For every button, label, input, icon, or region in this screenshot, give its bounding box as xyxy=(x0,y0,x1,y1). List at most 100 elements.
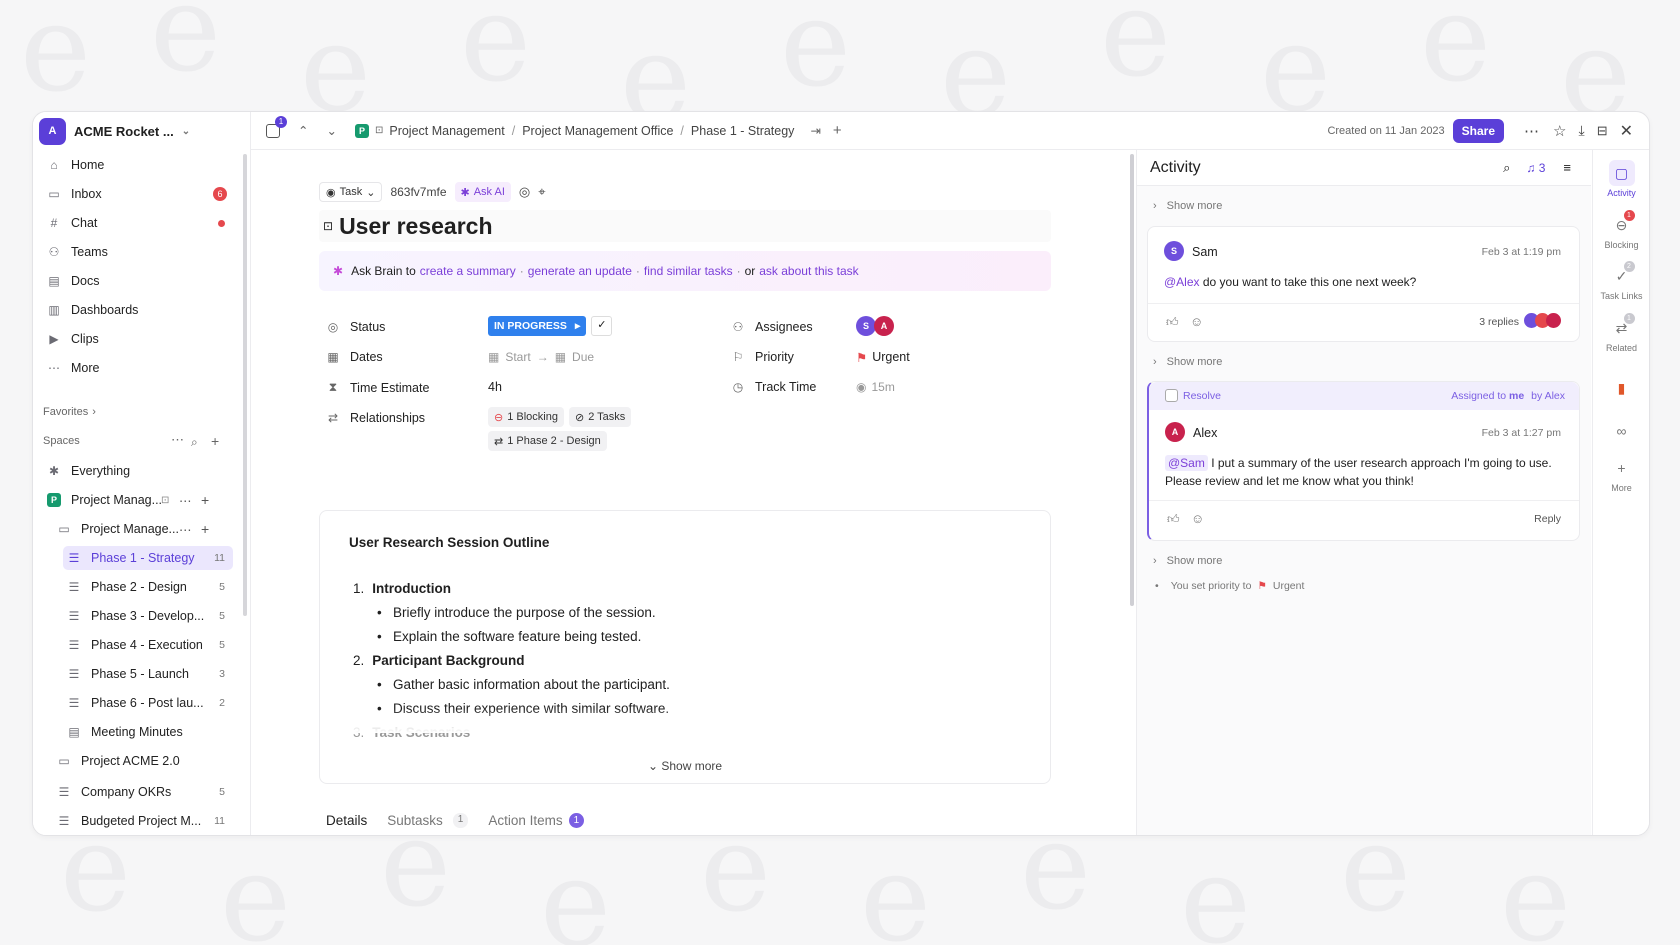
space-item[interactable]: ☰ Phase 2 - Design 5 xyxy=(63,575,233,599)
plus-icon[interactable]: + xyxy=(201,521,210,537)
task-id[interactable]: 863fv7mfe xyxy=(390,185,447,199)
space-item[interactable]: ▭ Project ACME 2.0 xyxy=(53,749,233,773)
item-count: 3 xyxy=(219,668,225,680)
sidebar-item-chat[interactable]: # Chat xyxy=(43,211,233,235)
rail-item[interactable]: ▢ Activity xyxy=(1593,160,1649,198)
show-more-toggle[interactable]: › Show more xyxy=(1153,200,1223,212)
show-more-toggle[interactable]: › Show more xyxy=(1153,356,1223,368)
sidebar-item-home[interactable]: ⌂ Home xyxy=(43,153,233,177)
brain-link[interactable]: ask about this task xyxy=(759,264,859,278)
brain-link[interactable]: create a summary xyxy=(419,264,516,278)
search-icon[interactable]: ⌕ xyxy=(191,435,198,449)
rail-item[interactable]: ▮ xyxy=(1593,375,1649,401)
status-control[interactable]: IN PROGRESS ▸ ✓ xyxy=(488,316,613,336)
assignees-avatars[interactable]: S A xyxy=(856,316,894,336)
ask-ai-button[interactable]: ✱ Ask AI xyxy=(454,182,511,202)
filter-icon[interactable]: ≡ xyxy=(1563,160,1571,175)
thumbs-up-icon[interactable]: 👍︎ xyxy=(1167,512,1180,526)
tab-action-items[interactable]: Action Items 1 xyxy=(488,813,585,828)
status-pill[interactable]: IN PROGRESS ▸ xyxy=(488,316,587,336)
replies-count[interactable]: 3 replies xyxy=(1479,316,1519,328)
rail-item[interactable]: + More xyxy=(1593,455,1649,493)
plus-icon[interactable]: + xyxy=(832,122,842,139)
space-item[interactable]: ☰ Company OKRs 5 xyxy=(53,780,233,804)
chevron-right-icon: › xyxy=(1153,200,1157,212)
search-icon[interactable]: ⌕ xyxy=(1503,159,1511,175)
space-item[interactable]: ▭ Project Manage... ⋯ + xyxy=(53,517,233,541)
blocking-chip[interactable]: ⊖ 1 Blocking xyxy=(488,407,564,427)
download-icon[interactable]: ⤓ xyxy=(1578,122,1585,138)
tab-details[interactable]: Details xyxy=(326,813,368,828)
move-icon[interactable]: ⇥ xyxy=(810,124,821,138)
check-icon[interactable]: ✓ xyxy=(591,316,613,336)
task-title-row[interactable]: ⊡ User research xyxy=(319,210,1051,242)
space-item[interactable]: ☰ Phase 1 - Strategy 11 xyxy=(63,546,233,570)
track-time-value[interactable]: ◉ 15m xyxy=(856,380,895,394)
resolve-checkbox[interactable] xyxy=(1165,389,1178,402)
brain-link[interactable]: generate an update xyxy=(527,264,632,278)
sidebar-item-clips[interactable]: ▶ Clips xyxy=(43,327,233,351)
reply-button[interactable]: Reply xyxy=(1534,513,1561,525)
mention[interactable]: @Sam xyxy=(1165,455,1208,471)
tag-icon[interactable]: ⌖ xyxy=(538,184,546,199)
space-item[interactable]: ☰ Phase 5 - Launch 3 xyxy=(63,662,233,686)
dates-control[interactable]: ▦ Start → ▦ Due xyxy=(488,350,595,364)
tab-subtasks[interactable]: Subtasks 1 xyxy=(387,813,469,828)
breadcrumb-item[interactable]: Project Management Office xyxy=(522,123,674,138)
avatar[interactable]: S xyxy=(856,316,876,336)
rail-item[interactable]: ⊖ 1 Blocking xyxy=(1604,210,1639,250)
task-title[interactable]: User research xyxy=(339,212,493,239)
more-icon[interactable]: ⋯ xyxy=(171,432,184,447)
space-item[interactable]: ✱ Everything xyxy=(43,459,233,483)
workspace-switcher[interactable]: A ACME Rocket ... ⌄ xyxy=(33,112,250,150)
chevron-up-icon[interactable]: ⌃ xyxy=(298,124,309,138)
sidebar-item-inbox[interactable]: ▭ Inbox 6 xyxy=(43,182,233,206)
plus-icon[interactable]: + xyxy=(211,433,220,449)
rail-item[interactable]: ⇄ 1 Related xyxy=(1605,313,1638,353)
tasks-chip[interactable]: ⊘ 2 Tasks xyxy=(568,407,632,427)
close-icon[interactable]: ✕ xyxy=(1619,122,1633,140)
time-estimate-value[interactable]: 4h xyxy=(488,380,502,394)
emoji-icon[interactable]: ☺ xyxy=(1190,314,1204,329)
bell-icon[interactable]: ♫ 3 xyxy=(1526,160,1546,175)
show-more-toggle[interactable]: › Show more xyxy=(1153,555,1223,567)
space-item[interactable]: ▤ Meeting Minutes xyxy=(63,720,233,744)
breadcrumb-item[interactable]: Project Management xyxy=(389,123,505,138)
sidebar-scrollbar[interactable] xyxy=(243,154,247,616)
more-icon[interactable]: ⋯ xyxy=(179,493,192,508)
chevron-down-icon[interactable]: ⌄ xyxy=(326,124,337,138)
avatar[interactable]: A xyxy=(874,316,894,336)
more-icon[interactable]: ⋯ xyxy=(179,522,192,537)
space-item[interactable]: ☰ Budgeted Project M... 11 xyxy=(53,809,233,833)
sidebar-toggle-icon[interactable]: 1 xyxy=(266,115,287,138)
main-scrollbar[interactable] xyxy=(1130,154,1134,606)
space-item[interactable]: ☰ Phase 3 - Develop... 5 xyxy=(63,604,233,628)
sidebar-item-docs[interactable]: ▤ Docs xyxy=(43,269,233,293)
brain-link[interactable]: find similar tasks xyxy=(643,264,733,278)
priority-value[interactable]: ⚑ Urgent xyxy=(856,350,910,365)
emoji-icon[interactable]: ☺ xyxy=(1191,511,1205,526)
show-more-button[interactable]: ⌄ Show more xyxy=(647,759,723,773)
plus-icon[interactable]: + xyxy=(201,492,210,508)
favorites-header[interactable]: Favorites › xyxy=(43,406,96,418)
space-item[interactable]: ☰ Phase 6 - Post lau... 2 xyxy=(63,691,233,715)
thumbs-up-icon[interactable]: 👍︎ xyxy=(1166,315,1179,329)
star-icon[interactable]: ☆ xyxy=(1553,122,1567,140)
space-item[interactable]: ☰ Phase 4 - Execution 5 xyxy=(63,633,233,657)
sidebar-item-dashboards[interactable]: ▥ Dashboards xyxy=(43,298,233,322)
sidebar-item-teams[interactable]: ⚇ Teams xyxy=(43,240,233,264)
rail-item[interactable]: ∞ xyxy=(1593,418,1649,444)
phase-chip[interactable]: ⇄ 1 Phase 2 - Design xyxy=(488,431,607,451)
task-description[interactable]: User Research Session Outline 1. Introduc… xyxy=(319,510,1051,784)
breadcrumb-item[interactable]: Phase 1 - Strategy xyxy=(690,123,795,138)
space-item[interactable]: P Project Manag... ⊡ ⋯ + xyxy=(43,488,233,512)
rail-item[interactable]: ✓ 2 Task Links xyxy=(1600,261,1643,301)
task-type-dropdown[interactable]: ◉ Task ⌄ xyxy=(319,182,383,202)
more-icon[interactable]: ⋯ xyxy=(1524,122,1540,140)
sidebar-item-more[interactable]: ⋯ More xyxy=(43,356,233,380)
mention[interactable]: @Alex xyxy=(1164,275,1200,289)
expand-icon[interactable]: ⊟ xyxy=(1596,122,1608,138)
resolve-button[interactable]: Resolve xyxy=(1183,390,1221,402)
target-icon[interactable]: ◎ xyxy=(518,184,531,199)
share-button[interactable]: Share xyxy=(1452,118,1505,143)
